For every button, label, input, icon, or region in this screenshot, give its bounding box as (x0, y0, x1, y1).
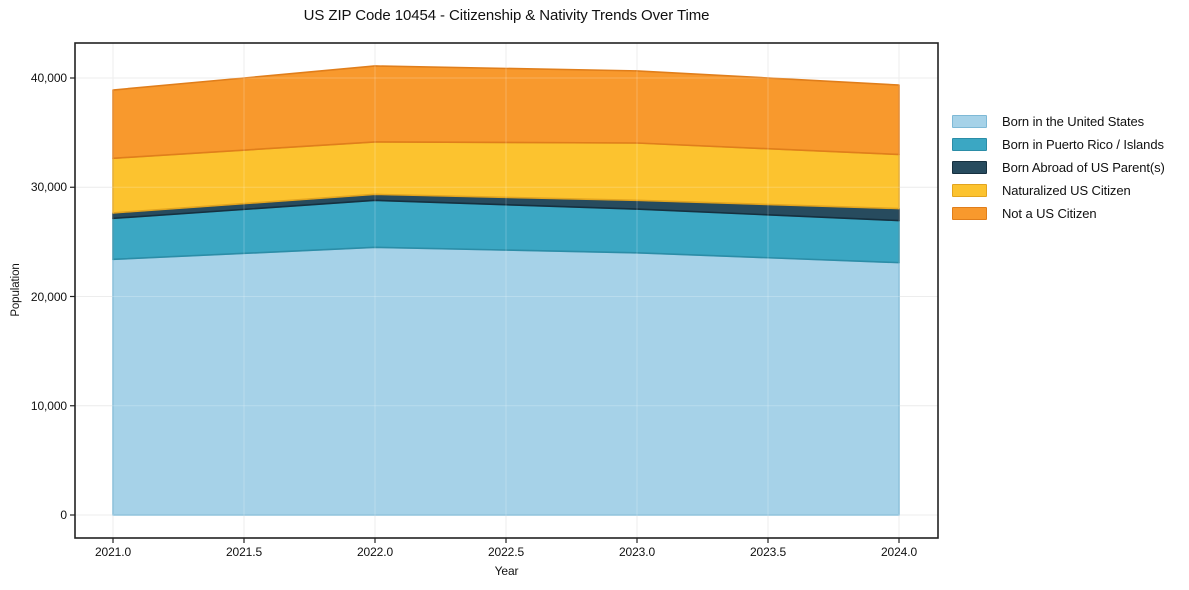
x-axis-label: Year (494, 564, 519, 578)
legend: Born in the United States Born in Puerto … (952, 110, 1165, 225)
legend-swatch-icon (952, 115, 987, 128)
legend-row: Born in Puerto Rico / Islands (952, 133, 1165, 156)
legend-label: Naturalized US Citizen (1002, 183, 1131, 198)
legend-label: Not a US Citizen (1002, 206, 1097, 221)
legend-swatch-icon (952, 138, 987, 151)
legend-swatch-icon (952, 184, 987, 197)
legend-row: Born Abroad of US Parent(s) (952, 156, 1165, 179)
y-tick-label: 10,000 (30, 398, 67, 413)
legend-label: Born in Puerto Rico / Islands (1002, 137, 1164, 152)
x-tick-label: 2021.0 (94, 545, 132, 559)
legend-row: Not a US Citizen (952, 202, 1165, 225)
y-tick-label: 0 (60, 508, 67, 522)
legend-row: Naturalized US Citizen (952, 179, 1165, 202)
y-tick-label: 20,000 (30, 289, 67, 304)
x-tick-label: 2023.0 (618, 545, 656, 559)
x-tick-label: 2024.0 (880, 545, 918, 559)
legend-swatch-icon (952, 207, 987, 220)
legend-label: Born in the United States (1002, 114, 1145, 129)
legend-row: Born in the United States (952, 110, 1165, 133)
y-tick-label: 40,000 (30, 71, 67, 85)
x-tick-label: 2023.5 (749, 545, 787, 559)
legend-swatch-icon (952, 161, 987, 174)
y-tick-label: 30,000 (30, 180, 67, 195)
x-tick-label: 2021.5 (225, 545, 263, 559)
area-not-a-us-citizen (112, 65, 900, 160)
x-tick-label: 2022.0 (356, 545, 394, 559)
legend-label: Born Abroad of US Parent(s) (1002, 160, 1165, 175)
x-tick-label: 2022.5 (487, 545, 525, 559)
chart-title: US ZIP Code 10454 - Citizenship & Nativi… (303, 7, 710, 24)
